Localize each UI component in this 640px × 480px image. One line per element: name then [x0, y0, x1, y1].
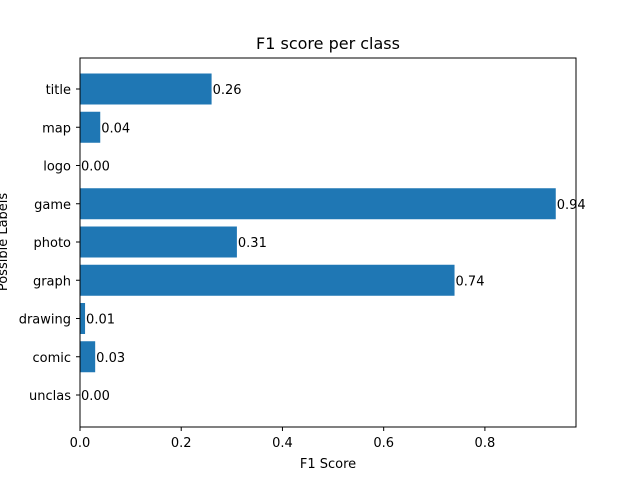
bars-layer — [80, 73, 556, 373]
bar-value-label-game: 0.94 — [557, 198, 586, 213]
y-tick-label-title: title — [46, 83, 71, 98]
x-axis-title: F1 Score — [300, 457, 356, 472]
bar-value-label-photo: 0.31 — [238, 236, 267, 251]
x-tick-label-0.2: 0.2 — [171, 436, 192, 451]
bar-photo — [80, 226, 237, 258]
y-tick-label-game: game — [34, 198, 71, 213]
bar-value-label-map: 0.04 — [101, 121, 130, 136]
y-tick-label-logo: logo — [43, 160, 71, 175]
bar-game — [80, 188, 556, 220]
x-tick-label-0.6: 0.6 — [373, 436, 394, 451]
bar-value-label-drawing: 0.01 — [86, 313, 115, 328]
plot-frame — [79, 57, 577, 428]
bar-comic — [80, 341, 96, 373]
x-tick-label-0.4: 0.4 — [272, 436, 293, 451]
bar-value-label-comic: 0.03 — [96, 351, 125, 366]
y-tick-label-map: map — [42, 121, 71, 136]
bar-map — [80, 111, 101, 143]
bar-value-label-unclas: 0.00 — [81, 389, 110, 404]
y-tick-label-comic: comic — [32, 351, 71, 366]
y-tick-label-graph: graph — [33, 274, 71, 289]
chart-title: F1 score per class — [256, 34, 400, 53]
bar-graph — [80, 264, 455, 296]
bar-labels-layer: 0.00 0.03 0.01 0.74 0.31 0.94 0.00 0.04 0.26 — [81, 83, 586, 404]
bar-drawing — [80, 303, 86, 334]
bar-value-label-graph: 0.74 — [456, 274, 485, 289]
y-tick-label-unclas: unclas — [29, 389, 71, 404]
y-tick-label-photo: photo — [34, 236, 72, 251]
x-axis: 0.0 0.2 0.4 0.6 0.8 — [70, 427, 496, 451]
y-tick-label-drawing: drawing — [19, 313, 71, 328]
x-tick-label-0.0: 0.0 — [70, 436, 91, 451]
bar-title — [80, 73, 212, 105]
bar-value-label-title: 0.26 — [213, 83, 242, 98]
bar-value-label-logo: 0.00 — [81, 160, 110, 175]
y-axis-title: Possible Labels — [0, 193, 11, 292]
y-axis: unclas comic drawing graph photo game logo map t… — [19, 83, 80, 404]
x-tick-label-0.8: 0.8 — [475, 436, 496, 451]
